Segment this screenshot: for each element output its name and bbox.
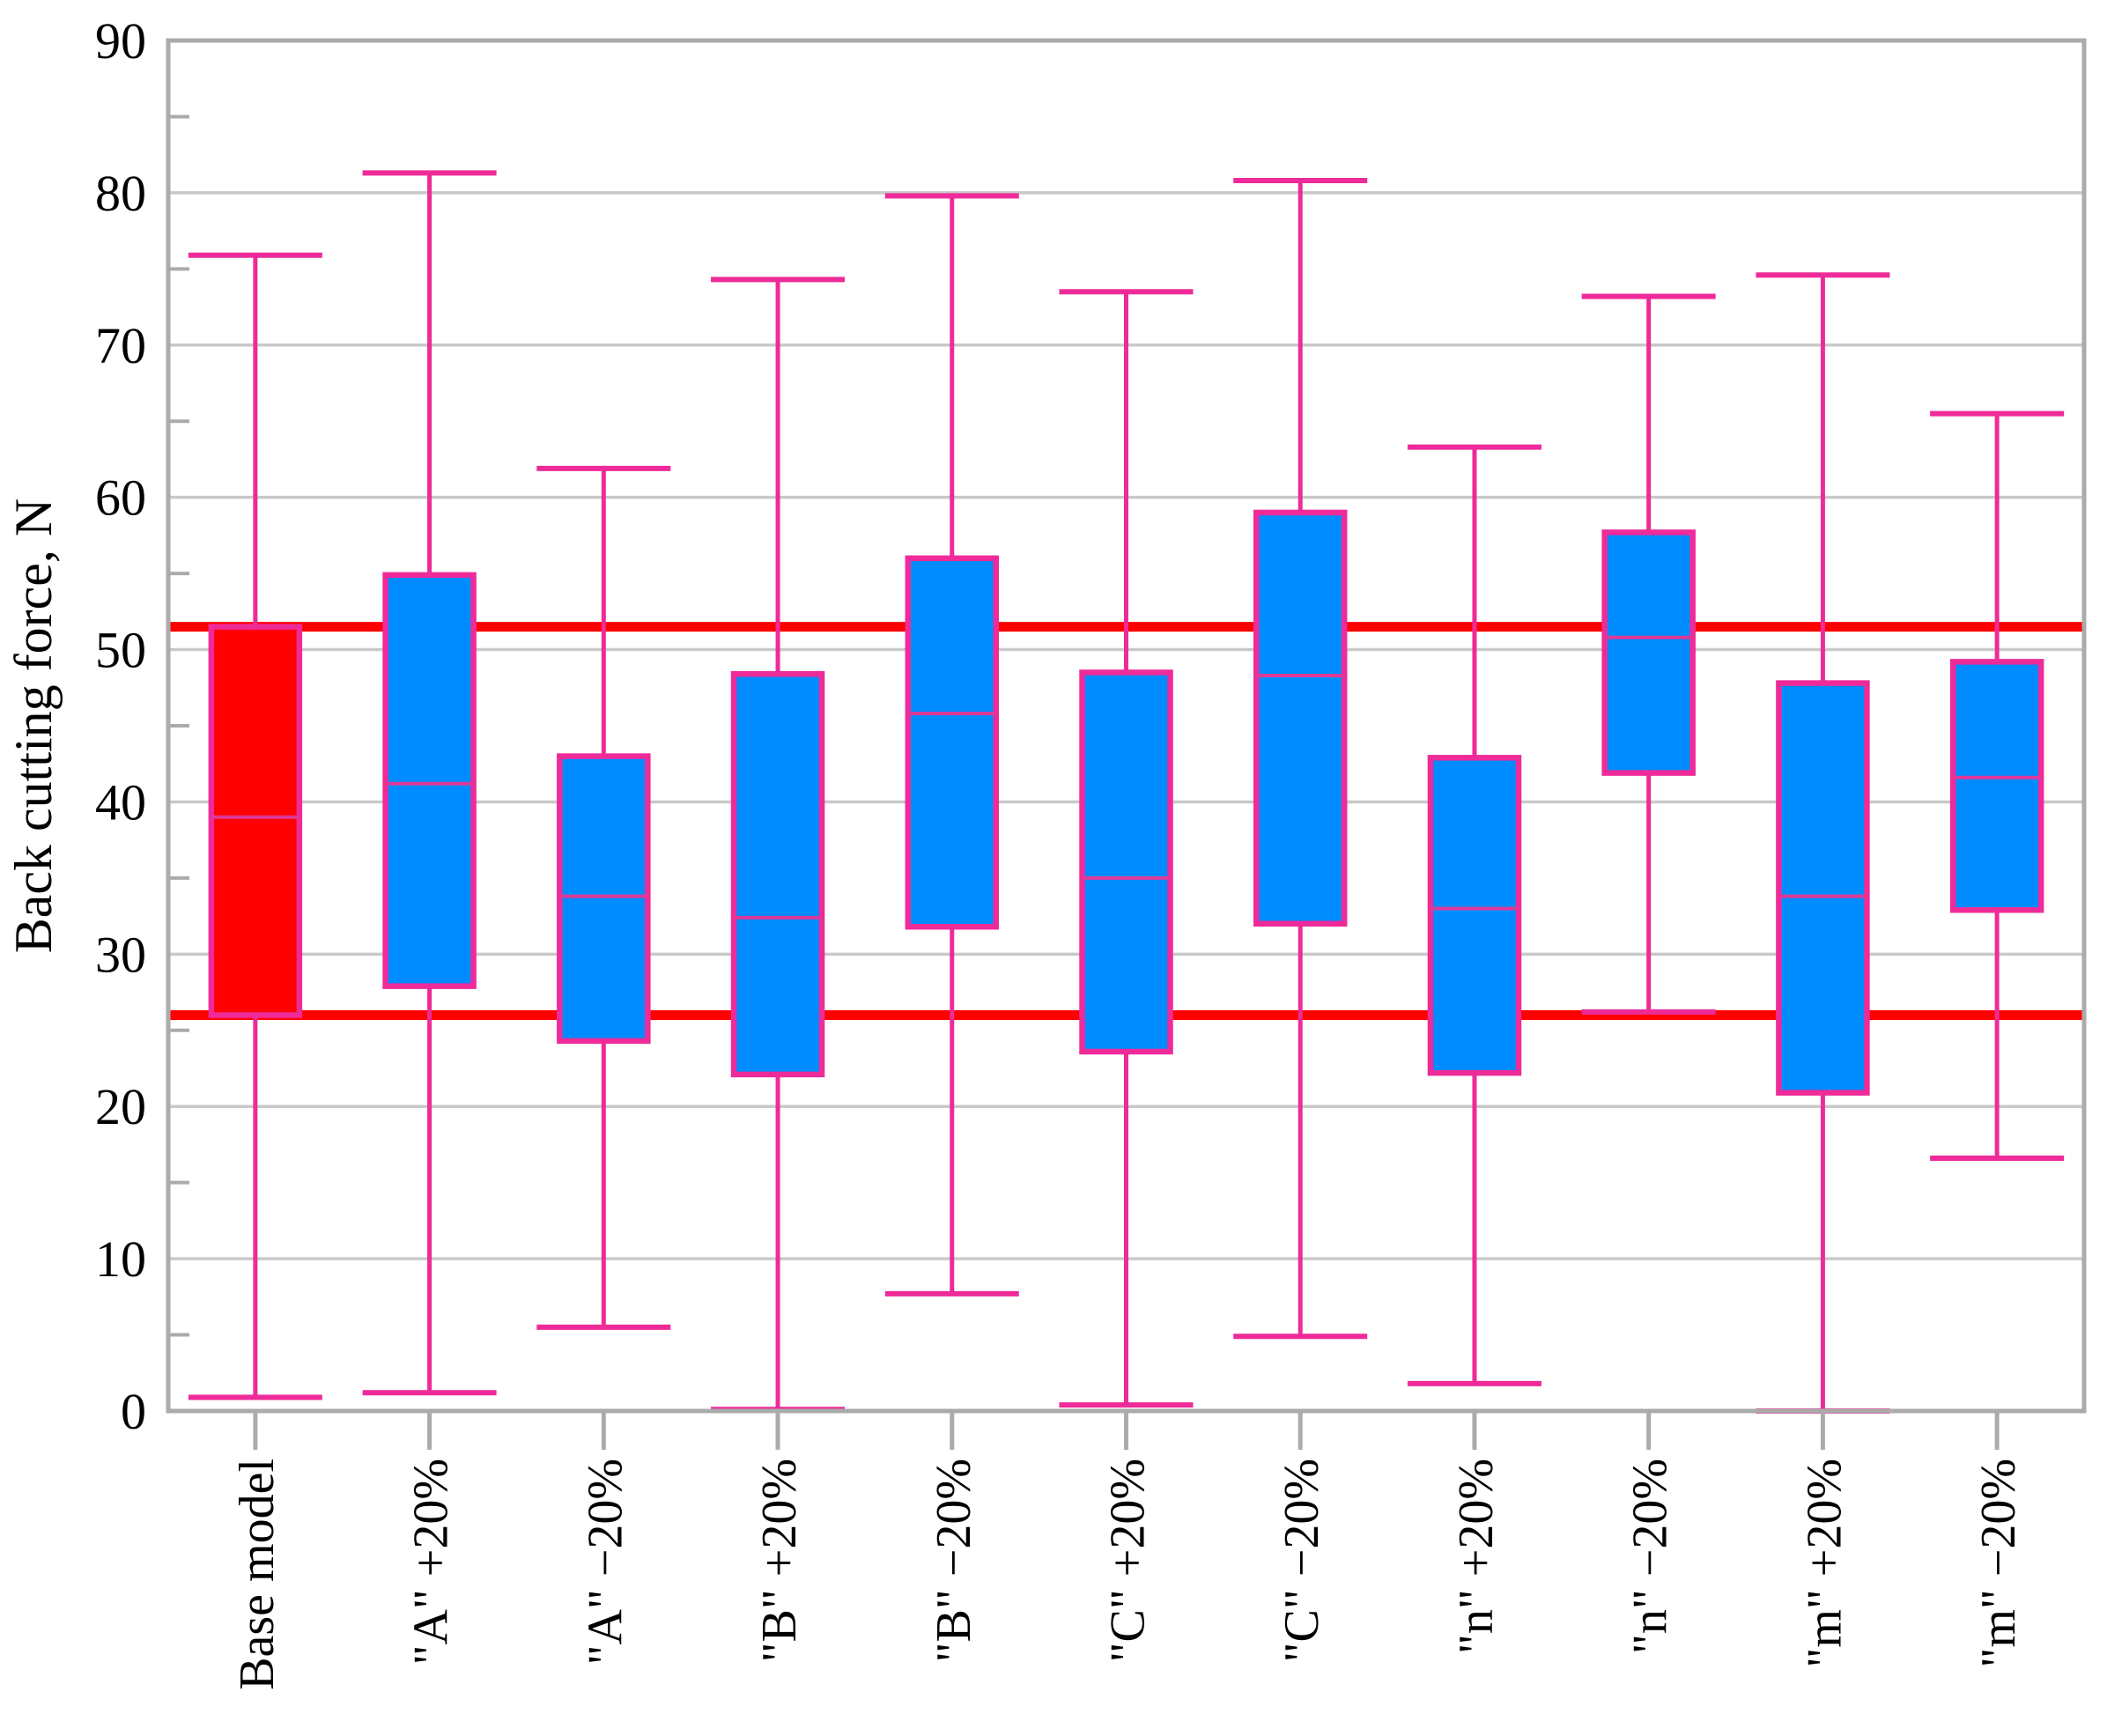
x-category-label: "A" +20% [404, 1459, 459, 1665]
iqr-box [905, 555, 1000, 930]
x-category-label: "C" −20% [1275, 1459, 1329, 1662]
iqr-box [557, 753, 651, 1045]
axes-group [166, 38, 2087, 1450]
y-tick-label: 40 [95, 773, 146, 831]
x-category-label: "B" +20% [752, 1459, 807, 1662]
iqr-box [1601, 529, 1696, 776]
y-tick-label: 10 [95, 1230, 146, 1288]
box-whisker-series-8 [1581, 293, 1716, 1016]
box-whisker-series-1 [362, 170, 497, 1396]
box-whisker-series-2 [536, 465, 671, 1330]
iqr-box [382, 572, 477, 989]
iqr-box [1427, 755, 1522, 1076]
x-category-label: "A" −20% [578, 1459, 632, 1665]
x-category-label: "n" −20% [1623, 1459, 1678, 1654]
y-axis-title: Back cutting force, N [4, 499, 63, 953]
box-whisker-series-6 [1233, 178, 1368, 1340]
y-tick-label: 0 [121, 1383, 146, 1440]
x-category-label: "n" +20% [1449, 1459, 1504, 1654]
x-category-label: "B" −20% [927, 1459, 981, 1662]
x-category-label: "m" −20% [1971, 1459, 2026, 1668]
box-whisker-series-9 [1756, 272, 1890, 1414]
iqr-box [1776, 680, 1870, 1096]
x-category-label: "C" +20% [1101, 1459, 1156, 1662]
x-tick-labels-group: Base model "A" +20% "A" −20% "B" +20% "B" −2… [230, 1459, 2026, 1690]
box-whisker-series-10 [1930, 410, 2065, 1162]
y-tick-labels-group: 0 10 20 30 40 50 60 70 80 90 [95, 12, 146, 1440]
box-whisker-series-7 [1407, 444, 1541, 1386]
x-category-label: "m" +20% [1797, 1459, 1852, 1668]
y-tick-label: 60 [95, 469, 146, 527]
y-tick-label: 90 [95, 12, 146, 70]
y-tick-label: 20 [95, 1078, 146, 1135]
iqr-box [208, 624, 303, 1018]
y-tick-label: 50 [95, 622, 146, 679]
box-whisker-series-3 [711, 277, 846, 1413]
box-whisker-series-5 [1059, 289, 1194, 1408]
iqr-box [1253, 509, 1348, 927]
y-tick-label: 80 [95, 165, 146, 222]
box-whisker-base-model [188, 252, 322, 1400]
boxes-group [188, 170, 2065, 1414]
y-tick-label: 30 [95, 926, 146, 983]
iqr-box [730, 670, 825, 1078]
iqr-box [1949, 659, 2044, 913]
y-tick-label: 70 [95, 317, 146, 374]
iqr-box [1079, 669, 1173, 1055]
x-category-label: Base model [230, 1459, 285, 1690]
box-whisker-series-4 [884, 193, 1019, 1296]
